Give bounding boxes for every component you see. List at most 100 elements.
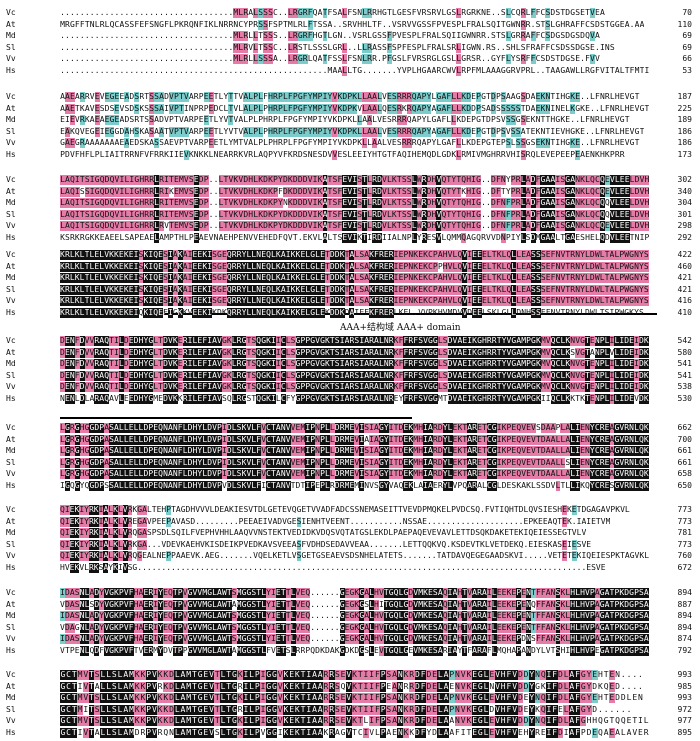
residue: K — [233, 198, 239, 208]
residue: T — [386, 8, 392, 17]
residue: R — [624, 423, 630, 433]
residue: . — [590, 103, 595, 113]
residue: G — [74, 423, 80, 433]
residue: L — [99, 261, 105, 272]
residue: D — [634, 186, 640, 197]
residue: E — [128, 347, 134, 358]
residue: V — [423, 359, 428, 369]
residue: V — [327, 149, 333, 159]
residue: R — [88, 539, 94, 550]
residue: E — [114, 232, 120, 242]
residue: H — [268, 126, 273, 137]
residue: W — [589, 307, 595, 317]
residue: L — [402, 539, 408, 549]
residue: L — [452, 284, 458, 295]
residue: I — [545, 393, 551, 403]
position-number: 421 — [677, 284, 692, 294]
residue: Y — [223, 92, 229, 101]
residue: L — [452, 250, 458, 260]
residue: Q — [60, 505, 65, 515]
residue: . — [486, 221, 491, 230]
residue: I — [187, 359, 193, 369]
residue: . — [146, 539, 152, 549]
residue: R — [624, 446, 630, 456]
residue: L — [253, 42, 259, 53]
residue: A — [99, 336, 105, 346]
residue: F — [337, 186, 343, 197]
residue: T — [557, 551, 563, 560]
residue: F — [202, 336, 208, 346]
residue: F — [307, 19, 313, 30]
residue: V — [531, 446, 536, 456]
residue: R — [369, 382, 374, 392]
residue: S — [470, 505, 476, 514]
residue: E — [193, 209, 199, 220]
position-number: 69 — [682, 42, 692, 52]
residue: L — [411, 65, 417, 75]
residue: I — [221, 446, 227, 456]
residue: L — [481, 307, 487, 317]
residue: G — [94, 175, 100, 185]
residue: G — [629, 551, 635, 560]
residue: T — [223, 175, 229, 185]
residue: M — [344, 423, 350, 433]
residue: A — [344, 393, 350, 404]
residue: H — [315, 539, 321, 549]
residue: T — [292, 232, 298, 242]
residue: T — [322, 31, 328, 41]
residue: E — [94, 296, 100, 306]
residue: D — [60, 336, 65, 346]
residue: Y — [84, 516, 89, 527]
residue: T — [228, 92, 234, 102]
residue: K — [369, 273, 374, 283]
residue: G — [357, 65, 363, 75]
residue: L — [231, 359, 237, 369]
residue: V — [253, 551, 258, 560]
residue: V — [221, 480, 227, 490]
residue: V — [381, 175, 387, 185]
residue: L — [570, 469, 576, 479]
residue: F — [268, 19, 273, 29]
residue: N — [359, 551, 365, 560]
residue: I — [207, 393, 213, 404]
residue: W — [446, 65, 452, 75]
residue: . — [228, 551, 234, 560]
residue: K — [535, 370, 541, 381]
residue: Q — [69, 221, 75, 231]
residue: I — [133, 296, 139, 306]
residue: G — [261, 347, 267, 358]
residue: A — [322, 198, 328, 208]
residue: E — [128, 359, 134, 369]
residue: D — [104, 198, 110, 208]
residue: V — [285, 434, 291, 445]
residue: L — [60, 209, 65, 220]
residue: G — [476, 209, 482, 220]
residue: A — [99, 359, 105, 369]
residue: I — [609, 307, 615, 317]
residue: M — [447, 307, 453, 317]
residue: K — [132, 539, 138, 549]
residue: S — [302, 149, 308, 159]
residue: N — [256, 273, 262, 283]
residue: . — [65, 8, 70, 17]
residue: G — [94, 198, 100, 208]
sequence: EAKQVEGEIEGGDAHSKASAATVPTVARPEETLYVTVALP… — [60, 126, 644, 137]
residue: V — [545, 149, 551, 159]
residue: R — [378, 250, 384, 260]
residue: E — [486, 8, 491, 17]
residue: L — [614, 273, 620, 283]
residue: L — [182, 446, 188, 456]
residue: . — [383, 516, 389, 526]
residue: C — [550, 42, 556, 52]
residue: K — [60, 250, 65, 260]
residue: I — [523, 528, 529, 537]
residue: L — [386, 221, 392, 231]
residue: . — [193, 42, 199, 52]
residue: G — [134, 186, 140, 197]
residue: E — [320, 284, 325, 295]
residue: K — [123, 296, 129, 306]
residue: V — [462, 250, 468, 260]
residue: V — [609, 186, 615, 197]
residue: K — [195, 551, 201, 560]
residue: Q — [599, 198, 605, 208]
